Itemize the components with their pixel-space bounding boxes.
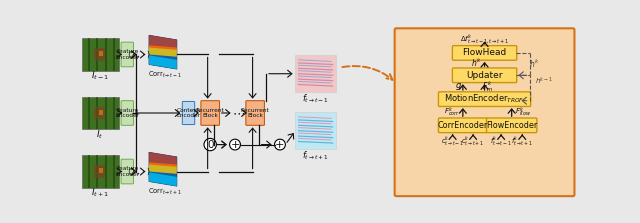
Polygon shape [149,172,177,186]
Bar [81,97,119,129]
FancyBboxPatch shape [452,68,516,83]
Bar [94,48,105,61]
Text: FlowEncoder: FlowEncoder [486,121,538,130]
Text: $F^k_{flow}$: $F^k_{flow}$ [515,105,531,119]
Text: +: + [230,140,240,150]
FancyBboxPatch shape [121,159,134,184]
Bar [81,38,119,71]
Bar [99,51,103,56]
Text: $I_{t+1}$: $I_{t+1}$ [91,187,109,199]
Bar [88,155,90,188]
Text: Recurrent
Block: Recurrent Block [196,108,225,118]
Polygon shape [149,152,177,186]
Bar [95,38,98,71]
Bar [95,155,98,188]
Bar [88,38,90,71]
Circle shape [275,139,285,150]
Text: $F^k_{corr}$: $F^k_{corr}$ [444,105,460,119]
Text: $\Delta f^k_{t\to t-1,t\to t+1}$: $\Delta f^k_{t\to t-1,t\to t+1}$ [460,32,509,46]
FancyBboxPatch shape [395,28,575,196]
Text: $c^k_{t\to t+1}$: $c^k_{t\to t+1}$ [461,135,484,148]
FancyBboxPatch shape [438,92,531,106]
Bar [105,38,107,71]
Text: $I_{t-1}$: $I_{t-1}$ [91,70,109,82]
Bar [296,55,336,92]
Bar [81,155,119,188]
Text: Feature
Encoder: Feature Encoder [115,108,140,118]
Bar [95,97,98,129]
FancyBboxPatch shape [486,118,537,133]
Text: 0: 0 [207,140,214,150]
Text: $\langle\cdot,\cdot\rangle$: $\langle\cdot,\cdot\rangle$ [127,166,151,177]
Text: Recurrent
Block: Recurrent Block [241,108,269,118]
Text: +: + [275,140,285,150]
Text: Context
Encoder: Context Encoder [177,108,200,118]
Text: $f^k_{t\to t+1}$: $f^k_{t\to t+1}$ [511,135,533,148]
Text: $I_t$: $I_t$ [97,128,104,141]
FancyBboxPatch shape [121,42,134,67]
Polygon shape [149,35,177,69]
Text: Feature
Encoder: Feature Encoder [115,49,140,60]
Text: $c^k_{t\to t-1}$: $c^k_{t\to t-1}$ [441,135,464,148]
Text: $\mathrm{Corr}_{t\to t+1}$: $\mathrm{Corr}_{t\to t+1}$ [148,187,181,197]
FancyBboxPatch shape [452,46,516,60]
FancyBboxPatch shape [201,101,220,125]
Bar [113,155,115,188]
Text: MotionEncoder$_{TROF}$: MotionEncoder$_{TROF}$ [444,93,525,105]
Bar [113,38,115,71]
Text: FlowHead: FlowHead [463,48,507,58]
Text: $h^{k-1}$: $h^{k-1}$ [535,76,554,87]
Text: $F^k_m$: $F^k_m$ [482,78,493,93]
Text: $\cdots$: $\cdots$ [232,107,244,120]
Bar [105,155,107,188]
Polygon shape [149,152,177,167]
Polygon shape [149,35,177,50]
FancyBboxPatch shape [246,101,264,125]
Text: Updater: Updater [467,71,503,80]
Bar [94,107,105,119]
Bar [88,97,90,129]
Bar [99,110,103,115]
Polygon shape [149,55,177,69]
Bar [113,97,115,129]
FancyBboxPatch shape [121,101,134,125]
Text: $\mathrm{Corr}_{t\to t-1}$: $\mathrm{Corr}_{t\to t-1}$ [148,70,181,80]
Circle shape [230,139,241,150]
Text: $f_{t\to t+1}$: $f_{t\to t+1}$ [302,149,329,162]
Bar [99,168,103,173]
Text: $\langle\cdot,\cdot\rangle$: $\langle\cdot,\cdot\rangle$ [127,49,151,60]
Bar [94,165,105,178]
Text: $g$: $g$ [456,81,463,92]
Text: Feature
Encoder: Feature Encoder [115,166,140,177]
FancyBboxPatch shape [182,101,195,125]
FancyBboxPatch shape [438,118,487,133]
Text: CorrEncoder: CorrEncoder [438,121,488,130]
Bar [296,112,336,149]
Polygon shape [149,45,177,57]
Text: $f_{t\to t-1}$: $f_{t\to t-1}$ [302,92,329,105]
Polygon shape [149,162,177,174]
Circle shape [204,138,216,151]
Text: $f^k_{t\to t-1}$: $f^k_{t\to t-1}$ [490,135,512,148]
Bar [105,97,107,129]
Text: $h^k$: $h^k$ [529,58,540,70]
Text: $h^k$: $h^k$ [472,57,482,69]
